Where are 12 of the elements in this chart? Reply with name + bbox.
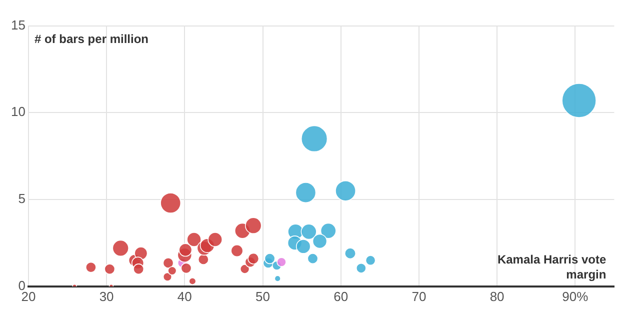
x-tick-label: 60 [334,288,348,304]
y-tick-label: 10 [10,104,26,120]
y-tick-label: 15 [10,17,26,32]
x-tick-label: 80 [490,288,504,304]
x-axis-title: Kamala Harris vote margin [497,252,607,282]
x-tick-label: 90% [562,288,589,304]
y-tick-label: 5 [18,191,26,206]
x-tick-label: 40 [177,288,192,304]
x-tick-label: 50 [256,288,270,304]
x-tick-label: 30 [99,288,114,304]
y-axis-title: # of bars per million [34,32,148,46]
x-tick-label: 70 [412,288,426,304]
